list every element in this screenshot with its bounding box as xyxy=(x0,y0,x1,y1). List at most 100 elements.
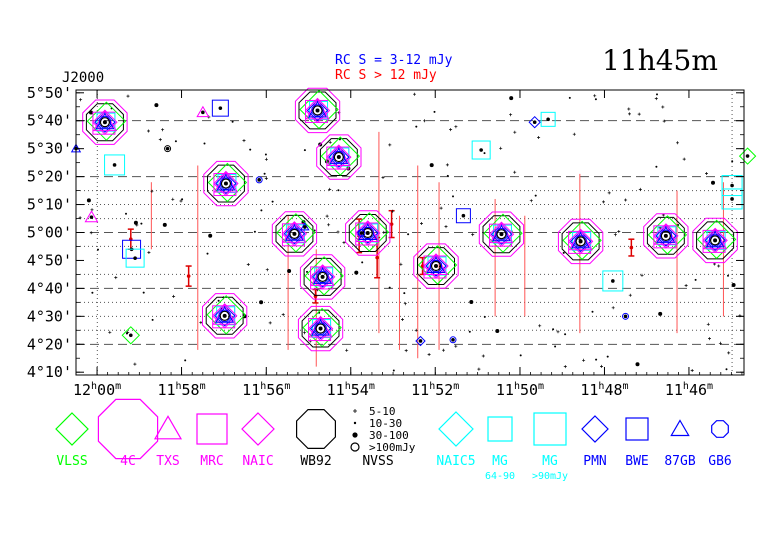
source-4c-octagon xyxy=(345,210,391,256)
small-marker xyxy=(121,326,141,345)
source-pmn-diamond xyxy=(704,229,726,252)
nvss-dot-small xyxy=(552,328,555,331)
nvss-plus xyxy=(89,231,93,235)
nvss-plus xyxy=(391,209,395,213)
nvss-plus xyxy=(325,214,329,218)
small-marker xyxy=(738,147,757,165)
nvss-plus xyxy=(706,322,710,326)
small-marker-dot xyxy=(201,110,205,115)
legend-label: BWE xyxy=(625,454,648,469)
small-marker xyxy=(721,188,743,210)
legend-4c-octagon xyxy=(97,398,159,460)
source-nvss-ring xyxy=(660,230,671,241)
source-4c-octagon xyxy=(316,134,362,180)
nvss-plus xyxy=(454,344,458,348)
nvss-dot-small xyxy=(271,200,274,203)
small-marker xyxy=(471,140,491,160)
source-naic-diamond xyxy=(326,144,352,170)
source-vlss-diamond xyxy=(299,89,339,130)
nvss-plus xyxy=(705,172,708,175)
nvss-plus xyxy=(708,337,711,341)
nvss-dot-large xyxy=(495,329,500,333)
nvss-dot-large xyxy=(133,220,138,225)
nvss-plus xyxy=(627,107,631,111)
legend-entry-wb92: WB92 xyxy=(296,409,336,469)
nvss-plus xyxy=(602,200,605,204)
nvss-plus xyxy=(90,208,94,212)
nvss-plus xyxy=(727,351,731,355)
nvss-plus xyxy=(414,328,418,332)
source-vlss-diamond xyxy=(86,101,127,141)
legend-label: NAIC xyxy=(242,454,273,469)
small-marker-circle xyxy=(622,312,630,320)
nvss-plus xyxy=(399,262,403,266)
rc-note-blue: RC S = 3-12 mJy xyxy=(335,53,453,68)
legend-entry-txs: TXS xyxy=(153,415,183,469)
small-marker xyxy=(300,222,310,231)
x-tick-label: 11h52m xyxy=(411,381,459,399)
legend-label: MG xyxy=(492,454,508,469)
source-4c-octagon xyxy=(202,293,248,339)
source-gb6-octagon xyxy=(495,228,508,241)
y-tick-label: 5°50' xyxy=(27,84,72,102)
small-marker-dot xyxy=(133,256,137,260)
source-naic-diamond xyxy=(211,303,238,329)
source-wb92-octagon xyxy=(275,214,314,253)
legend: VLSS 4C TXS MRC NAIC WB92 NVSS NAIC5 MG 64-90 MG >9… xyxy=(55,398,732,482)
x-tick-label: 11h56m xyxy=(242,381,290,399)
legend-entry-nvss: NVSS xyxy=(362,454,393,469)
source-nvss-dot xyxy=(315,108,320,113)
source-gb6-octagon xyxy=(709,234,722,247)
nvss-plus xyxy=(600,364,603,368)
legend-vlss-diamond xyxy=(55,412,89,446)
y-tick-label: 4°20' xyxy=(27,335,72,353)
nvss-plus xyxy=(471,233,475,237)
small-marker-dot xyxy=(257,178,261,182)
nvss-plus xyxy=(537,136,541,139)
error-bar-point xyxy=(186,274,191,278)
nvss-plus xyxy=(690,369,694,372)
nvss-plus xyxy=(158,138,162,142)
nvss-legend-dot-large xyxy=(352,432,358,438)
error-bar xyxy=(374,236,381,279)
x-tick-label: 11h48m xyxy=(580,381,628,399)
source-nvss-dot xyxy=(223,181,228,186)
source-cluster xyxy=(294,87,341,134)
source-pmn-diamond xyxy=(213,305,236,327)
nvss-dot-small xyxy=(361,261,364,264)
source-nvss-ring xyxy=(575,236,586,247)
y-tick-label: 5°40' xyxy=(27,112,72,130)
nvss-dot-large xyxy=(259,300,264,305)
source-nvss-ring xyxy=(315,323,326,334)
nvss-plus xyxy=(264,157,268,161)
nvss-plus xyxy=(403,302,407,306)
small-marker xyxy=(196,105,210,118)
nvss-dot-small xyxy=(337,189,340,192)
source-vlss-diamond xyxy=(349,212,390,252)
small-marker-square xyxy=(104,154,126,176)
small-marker-circle xyxy=(449,336,457,344)
nvss-plus xyxy=(147,251,151,254)
nvss-dot-large xyxy=(354,270,359,275)
source-4c-octagon xyxy=(478,211,525,257)
source-wb92-octagon xyxy=(85,103,124,142)
nvss-plus xyxy=(682,157,686,161)
nvss-dot-small xyxy=(731,160,734,163)
source-cluster xyxy=(413,243,459,289)
source-4c-octagon xyxy=(82,99,128,145)
small-marker-dot xyxy=(461,213,466,218)
nvss-dot-small xyxy=(468,330,471,333)
legend-entry-mrc: MRC xyxy=(196,413,228,469)
nvss-plus xyxy=(342,241,346,245)
small-marker-dot xyxy=(730,183,734,188)
nvss-plus xyxy=(265,268,269,272)
legend-label: VLSS xyxy=(56,454,87,469)
nvss-dot-small xyxy=(263,172,266,175)
nvss-dot-small xyxy=(433,110,436,113)
nvss-plus xyxy=(556,330,560,334)
error-bar xyxy=(312,288,319,304)
small-marker-square xyxy=(471,140,491,160)
source-vlss-diamond xyxy=(302,307,342,348)
source-pmn-diamond xyxy=(306,99,329,122)
small-marker-triangle xyxy=(300,222,310,231)
